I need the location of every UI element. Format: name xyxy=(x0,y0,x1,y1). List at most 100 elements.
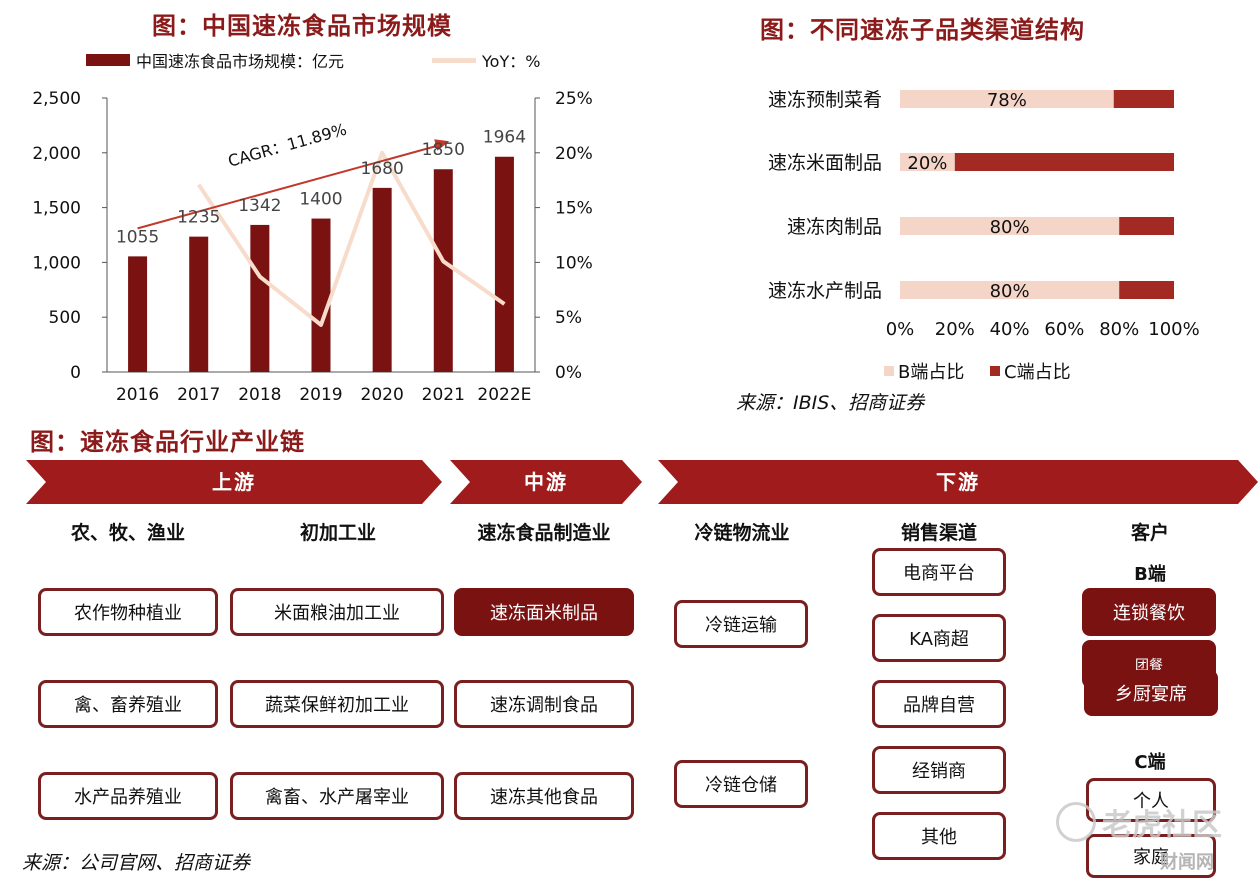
y-tick-label-left: 2,000 xyxy=(32,144,81,164)
col-head-customers: 客户 xyxy=(1130,522,1169,544)
left-chart-title: 图：中国速冻食品市场规模 xyxy=(152,12,452,40)
box-customer-individual: 个人 xyxy=(1086,778,1216,822)
legend-bar-swatch xyxy=(86,54,130,66)
col-head-channels: 销售渠道 xyxy=(900,522,977,544)
box-customer-household: 家庭 xyxy=(1086,834,1216,878)
category-label: 速冻预制菜肴 xyxy=(768,89,882,111)
bar-data-label: 1400 xyxy=(299,190,342,210)
banner-midstream: 中游 xyxy=(450,460,642,504)
x-tick-label: 2019 xyxy=(299,385,342,405)
bar-data-label: 1850 xyxy=(422,140,465,160)
box-logistics-storage: 冷链仓储 xyxy=(674,760,808,808)
y-tick-label-right: 5% xyxy=(555,308,582,328)
bar-c-share xyxy=(1119,217,1174,235)
bar xyxy=(494,156,514,372)
cagr-arrow-line xyxy=(137,144,440,230)
customer-b-label: B端 xyxy=(1134,564,1166,585)
bar-data-label: 1235 xyxy=(177,208,220,228)
x-tick-label: 2020 xyxy=(361,385,404,405)
box-primary-grain: 米面粮油加工业 xyxy=(230,588,444,636)
box-agri-crop: 农作物种植业 xyxy=(38,588,218,636)
bar-b-share xyxy=(900,281,1120,299)
bar-data-label: 1342 xyxy=(238,196,281,216)
cagr-arrow-head xyxy=(434,139,450,151)
col-head-primary: 初加工业 xyxy=(299,522,376,544)
x-tick-label: 2021 xyxy=(422,385,465,405)
box-customer-banquet: 乡厨宴席 xyxy=(1084,670,1218,716)
box-agri-aquaculture: 水产品养殖业 xyxy=(38,772,218,820)
x-tick-label: 2022E xyxy=(477,385,531,405)
box-customer-chain-restaurant: 连锁餐饮 xyxy=(1082,588,1216,636)
bar xyxy=(189,236,209,372)
bar-b-share xyxy=(900,153,955,171)
box-channel-other: 其他 xyxy=(872,812,1006,860)
col-head-agri: 农、牧、渔业 xyxy=(70,522,185,544)
bar xyxy=(433,169,453,372)
y-tick-label-right: 0% xyxy=(555,363,582,383)
box-primary-vegetable: 蔬菜保鲜初加工业 xyxy=(230,680,444,728)
bar xyxy=(311,218,331,372)
left-chart-legend-bar: 中国速冻食品市场规模：亿元 xyxy=(86,48,344,72)
col-head-mfg: 速冻食品制造业 xyxy=(477,522,611,544)
box-mfg-noodle-rice: 速冻面米制品 xyxy=(454,588,634,636)
watermark-logo-icon xyxy=(1056,802,1096,842)
y-tick-label-left: 0 xyxy=(70,363,81,383)
x-tick-label: 20% xyxy=(935,319,975,340)
cagr-label: CAGR：11.89% xyxy=(226,120,349,171)
x-tick-label: 80% xyxy=(1099,319,1139,340)
box-channel-brand-store: 品牌自营 xyxy=(872,680,1006,728)
legend-c-swatch xyxy=(990,366,1000,376)
banner-upstream: 上游 xyxy=(26,460,442,504)
bar-data-label: 1964 xyxy=(483,128,526,148)
bar-b-label: 20% xyxy=(907,153,947,174)
banner-upstream-label: 上游 xyxy=(212,470,256,494)
bar-c-share xyxy=(954,153,1174,171)
x-tick-label: 0% xyxy=(886,319,915,340)
bar-b-label: 78% xyxy=(987,90,1027,111)
y-tick-label-left: 1,500 xyxy=(32,199,81,219)
banner-midstream-label: 中游 xyxy=(524,470,568,494)
box-agri-livestock: 禽、畜养殖业 xyxy=(38,680,218,728)
bar-b-share xyxy=(900,90,1114,108)
left-chart-legend-line: YoY：% xyxy=(432,48,540,72)
right-chart-legend-c: C端占比 xyxy=(990,358,1071,384)
x-tick-label: 2016 xyxy=(116,385,159,405)
box-channel-distributor: 经销商 xyxy=(872,746,1006,794)
box-mfg-prepared: 速冻调制食品 xyxy=(454,680,634,728)
customer-c-label: C端 xyxy=(1134,752,1166,773)
right-chart: 0% 20% 40% 60% 80% 100% 速冻预制菜肴 78% 速冻米面制品 20% 速冻肉制… xyxy=(768,89,1200,340)
col-head-logistics: 冷链物流业 xyxy=(694,522,790,544)
legend-bar-label: 中国速冻食品市场规模：亿元 xyxy=(136,52,345,71)
box-channel-ka: KA商超 xyxy=(872,614,1006,662)
category-label: 速冻水产制品 xyxy=(768,280,882,302)
banner-downstream-label: 下游 xyxy=(936,470,980,494)
legend-c-label: C端占比 xyxy=(1004,362,1071,383)
chain-title: 图：速冻食品行业产业链 xyxy=(30,428,305,456)
right-chart-legend-b: B端占比 xyxy=(884,358,964,384)
x-tick-label: 100% xyxy=(1148,319,1199,340)
bar-b-share xyxy=(900,217,1120,235)
category-label: 速冻肉制品 xyxy=(787,216,882,238)
banner-downstream: 下游 xyxy=(658,460,1258,504)
right-chart-source: 来源：IBIS、招商证券 xyxy=(736,392,925,414)
bar-data-label: 1055 xyxy=(116,227,159,247)
bar xyxy=(372,187,392,372)
yoy-line xyxy=(197,150,506,327)
y-tick-label-left: 2,500 xyxy=(32,89,81,109)
right-chart-title: 图：不同速冻子品类渠道结构 xyxy=(760,16,1085,44)
x-tick-label: 2017 xyxy=(177,385,220,405)
x-tick-label: 2018 xyxy=(238,385,281,405)
y-tick-label-right: 10% xyxy=(555,253,593,273)
box-primary-slaughter: 禽畜、水产屠宰业 xyxy=(230,772,444,820)
x-tick-label: 60% xyxy=(1044,319,1084,340)
watermark-site: 财闻网 xyxy=(1160,852,1214,873)
y-tick-label-left: 1,000 xyxy=(32,253,81,273)
x-tick-label: 40% xyxy=(990,319,1030,340)
y-tick-label-left: 500 xyxy=(49,308,81,328)
bar xyxy=(250,224,270,372)
box-channel-ecommerce: 电商平台 xyxy=(872,548,1006,596)
bar-c-share xyxy=(1113,90,1174,108)
bar xyxy=(128,256,148,372)
y-tick-label-right: 25% xyxy=(555,89,593,109)
legend-line-label: YoY：% xyxy=(482,52,541,71)
